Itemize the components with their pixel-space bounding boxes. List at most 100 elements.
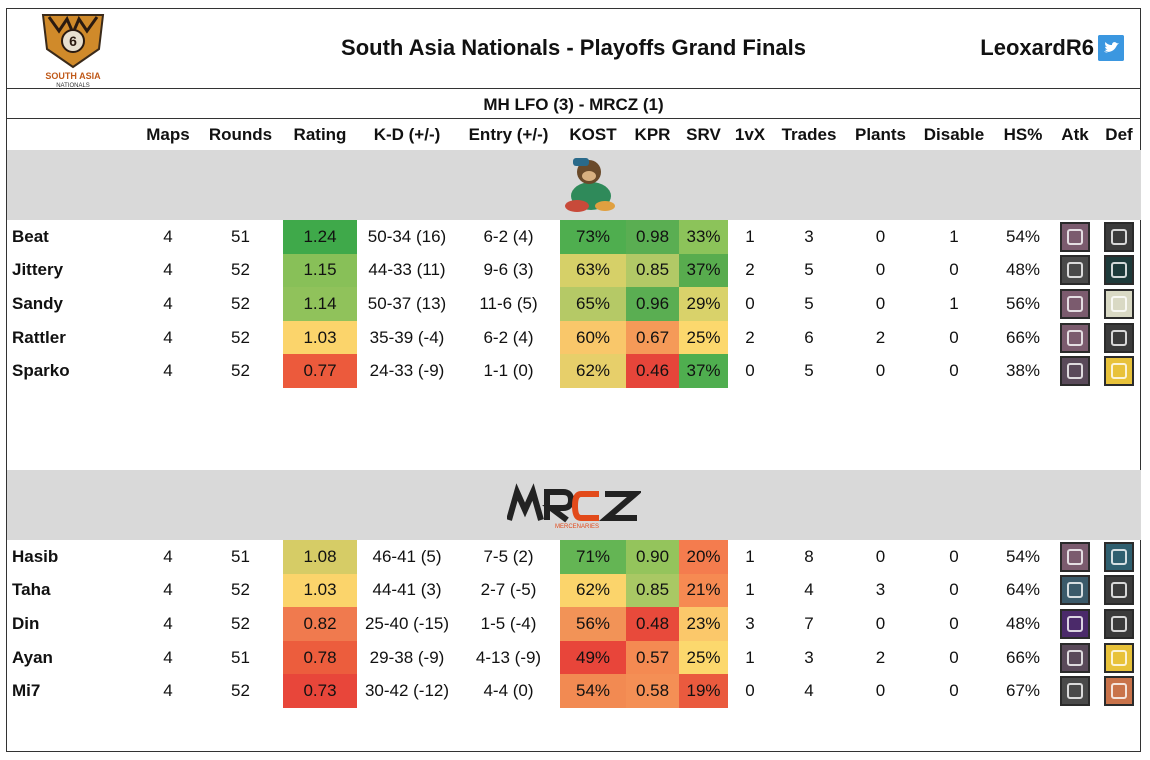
twitter-bird-icon[interactable] bbox=[1098, 35, 1124, 61]
stat-entry: 6-2 (4) bbox=[483, 226, 534, 246]
col-header: Trades bbox=[781, 125, 837, 144]
stat-entry: 4-4 (0) bbox=[483, 681, 534, 701]
stat-maps: 4 bbox=[163, 361, 173, 381]
stat-hs: 38% bbox=[1005, 361, 1041, 381]
stat-trades: 7 bbox=[804, 613, 814, 633]
player-name[interactable]: Din bbox=[12, 613, 40, 633]
stat-trades: 5 bbox=[804, 260, 814, 280]
stats-card: 6 SOUTH ASIA NATIONALS South Asia Nation… bbox=[6, 8, 1141, 752]
stat-onevx: 2 bbox=[745, 327, 755, 347]
stat-kd: 29-38 (-9) bbox=[369, 647, 445, 667]
operator-hammer-icon[interactable] bbox=[1060, 541, 1090, 572]
stats-table: Maps Rounds Rating K-D (+/-) Entry (+/-)… bbox=[7, 120, 1141, 760]
stat-kd: 46-41 (5) bbox=[372, 546, 442, 566]
stat-def bbox=[1097, 574, 1141, 608]
mrcz-logo-icon: MERCENARIES bbox=[506, 483, 644, 530]
stat-maps: 4 bbox=[163, 647, 173, 667]
player-name[interactable]: Sandy bbox=[12, 293, 64, 313]
stat-srv: 33% bbox=[679, 220, 728, 254]
player-name[interactable]: Hasib bbox=[12, 546, 59, 566]
stat-atk bbox=[1053, 287, 1097, 321]
stat-trades: 3 bbox=[804, 647, 814, 667]
stat-onevx: 1 bbox=[745, 580, 755, 600]
operator-skull-icon[interactable] bbox=[1104, 608, 1134, 639]
operator-wall-icon[interactable] bbox=[1104, 676, 1134, 707]
col-header: SRV bbox=[686, 125, 721, 144]
operator-skull-icon[interactable] bbox=[1104, 221, 1134, 252]
operator-web-icon[interactable] bbox=[1104, 356, 1134, 387]
stat-entry: 6-2 (4) bbox=[483, 327, 534, 347]
mrcz-logo-text: MERCENARIES bbox=[555, 524, 599, 530]
header: 6 SOUTH ASIA NATIONALS South Asia Nation… bbox=[7, 9, 1140, 89]
player-row: Beat 4 51 1.24 50-34 (16) 6-2 (4) 73% 0.98 33% 1 3… bbox=[7, 220, 1141, 254]
stat-plants: 0 bbox=[875, 613, 886, 633]
operator-umbrella-icon[interactable] bbox=[1104, 255, 1134, 286]
stat-disable: 0 bbox=[949, 681, 959, 701]
stat-kd: 50-34 (16) bbox=[367, 226, 447, 246]
operator-spider-icon[interactable] bbox=[1104, 288, 1134, 319]
operator-gear-icon[interactable] bbox=[1060, 642, 1090, 673]
six-invitational-logo-icon: 6 SOUTH ASIA NATIONALS bbox=[41, 14, 105, 89]
col-header: Disable bbox=[923, 125, 985, 144]
col-header: Entry (+/-) bbox=[468, 125, 549, 144]
player-row: Jittery 4 52 1.15 44-33 (11) 9-6 (3) 63% 0.85 37… bbox=[7, 253, 1141, 288]
stat-srv: 25% bbox=[679, 640, 728, 675]
stat-kd: 50-37 (13) bbox=[367, 293, 447, 313]
operator-web-icon[interactable] bbox=[1104, 642, 1134, 673]
player-name[interactable]: Jittery bbox=[12, 260, 64, 280]
stat-srv: 19% bbox=[679, 674, 728, 708]
stat-srv: 23% bbox=[679, 607, 728, 641]
stat-onevx: 1 bbox=[745, 226, 755, 246]
stat-plants: 0 bbox=[875, 260, 886, 280]
twitter-handle[interactable]: LeoxardR6 bbox=[980, 35, 1094, 60]
player-name[interactable]: Mi7 bbox=[12, 681, 41, 701]
operator-cluster-icon[interactable] bbox=[1060, 676, 1090, 707]
operator-skull-icon[interactable] bbox=[1104, 575, 1134, 606]
stat-disable: 1 bbox=[949, 293, 959, 313]
operator-eye-icon[interactable] bbox=[1060, 608, 1090, 639]
stat-disable: 0 bbox=[949, 546, 959, 566]
stat-atk bbox=[1053, 321, 1097, 355]
stat-rating: 0.82 bbox=[283, 607, 357, 641]
player-name[interactable]: Taha bbox=[12, 580, 51, 600]
stat-disable: 0 bbox=[949, 260, 959, 280]
operator-shield-icon[interactable] bbox=[1104, 541, 1134, 572]
stat-def bbox=[1097, 254, 1141, 288]
stat-plants: 2 bbox=[875, 327, 886, 347]
stat-entry: 1-1 (0) bbox=[483, 361, 534, 381]
stat-kd: 35-39 (-4) bbox=[369, 327, 445, 347]
operator-hammer-icon[interactable] bbox=[1060, 288, 1090, 319]
col-header: KOST bbox=[569, 125, 617, 144]
stat-kost: 63% bbox=[560, 253, 626, 288]
operator-hammer-icon[interactable] bbox=[1060, 221, 1090, 252]
operator-hammer-icon[interactable] bbox=[1060, 322, 1090, 353]
player-name[interactable]: Ayan bbox=[12, 647, 53, 667]
stat-hs: 48% bbox=[1005, 260, 1041, 280]
stat-rounds: 52 bbox=[231, 260, 250, 280]
stat-disable: 0 bbox=[949, 613, 959, 633]
stat-atk bbox=[1053, 220, 1097, 254]
team-banner-cell: MERCENARIES bbox=[7, 469, 1141, 540]
operator-gear-icon[interactable] bbox=[1060, 356, 1090, 387]
stat-disable: 0 bbox=[949, 361, 959, 381]
stat-rating: 1.15 bbox=[283, 253, 357, 288]
stat-kpr: 0.85 bbox=[626, 253, 679, 288]
col-header: Atk bbox=[1061, 125, 1089, 144]
stat-kost: 56% bbox=[560, 607, 626, 641]
team-banner bbox=[7, 150, 1141, 220]
stat-def bbox=[1097, 607, 1141, 641]
player-name[interactable]: Sparko bbox=[12, 361, 70, 381]
stat-hs: 54% bbox=[1005, 226, 1041, 246]
stat-hs: 67% bbox=[1005, 681, 1041, 701]
player-name[interactable]: Beat bbox=[12, 226, 49, 246]
stat-kpr: 0.58 bbox=[626, 674, 679, 708]
operator-hood-icon[interactable] bbox=[1060, 255, 1090, 286]
player-name[interactable]: Rattler bbox=[12, 327, 66, 347]
stat-kost: 60% bbox=[560, 320, 626, 355]
stat-rating: 1.24 bbox=[283, 220, 357, 254]
stat-kd: 24-33 (-9) bbox=[369, 361, 445, 381]
stat-rounds: 52 bbox=[231, 327, 250, 347]
stat-kost: 62% bbox=[560, 573, 626, 608]
operator-skull-icon[interactable] bbox=[1104, 322, 1134, 353]
operator-wing-icon[interactable] bbox=[1060, 575, 1090, 606]
